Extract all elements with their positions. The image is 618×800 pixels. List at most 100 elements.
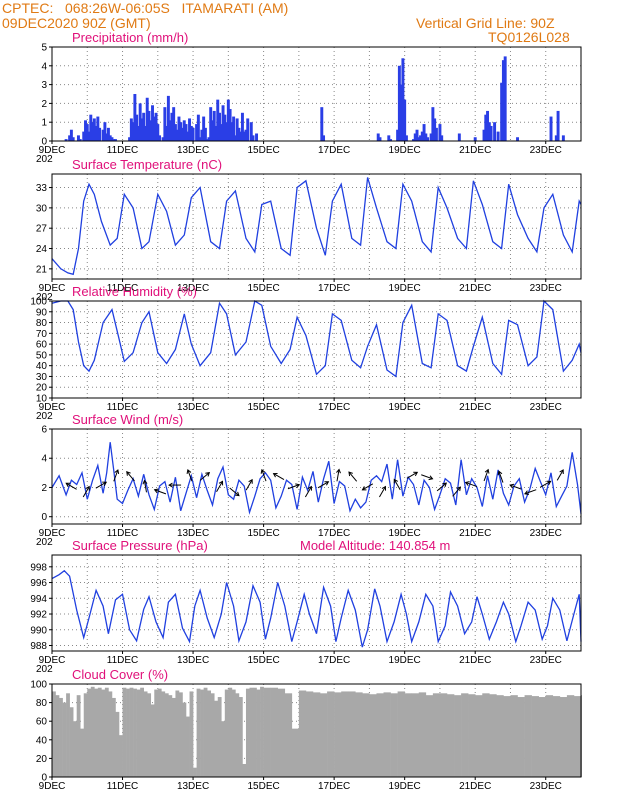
precip-bar <box>112 139 116 141</box>
precip-bar <box>482 129 486 141</box>
precip-bar <box>135 114 139 141</box>
wind-arrow <box>317 481 330 489</box>
cloud-bar <box>52 691 56 777</box>
wind-arrow <box>524 489 537 496</box>
panel-title-rh: Relative Humidity (%) <box>72 284 197 299</box>
x-tick-label: 15DEC <box>247 145 279 156</box>
cloud-bar <box>482 693 490 777</box>
precip-bar <box>235 118 239 141</box>
precip-bar <box>78 139 82 141</box>
precip-bar <box>228 109 232 141</box>
cloud-bar <box>108 691 113 777</box>
precip-bar <box>240 112 244 141</box>
cloud-bar <box>224 689 229 777</box>
x-tick-label: 19DEC <box>389 528 421 539</box>
cloud-bar <box>90 686 95 777</box>
precip-bar <box>221 105 225 141</box>
precip-bar <box>94 125 98 141</box>
series-line-rh <box>51 299 582 378</box>
precip-bar <box>387 135 391 141</box>
precip-bar <box>114 139 117 141</box>
y-tick-label: 6 <box>41 425 47 436</box>
wind-arrow <box>65 482 77 490</box>
x-tick-label: 15DEC <box>247 283 279 294</box>
precip-bar <box>129 118 133 141</box>
precip-bar <box>85 124 89 141</box>
cloud-bar <box>228 687 233 777</box>
cloud-bar <box>66 693 70 777</box>
y-tick-label: 33 <box>36 183 48 194</box>
precip-bar <box>376 133 380 141</box>
x-tick-label: 23DEC <box>530 528 562 539</box>
wind-arrow <box>509 483 522 490</box>
cloud-bar <box>425 695 434 777</box>
plot-area-pres <box>52 555 581 651</box>
precip-bar <box>255 133 259 141</box>
precip-bar <box>401 58 405 141</box>
y-tick-label: 80 <box>36 698 48 709</box>
precip-bar <box>244 129 248 141</box>
panel-subtitle-pres: Model Altitude: 140.854 m <box>300 538 450 553</box>
precip-bar <box>147 110 151 141</box>
precip-bar <box>219 124 223 141</box>
precip-bar <box>154 112 158 141</box>
precip-bar <box>501 60 505 141</box>
wind-arrow <box>556 469 564 481</box>
precip-bar <box>396 129 400 141</box>
precip-bar <box>186 131 190 141</box>
precip-bar <box>424 133 428 141</box>
x-tick-label: 9DEC <box>39 528 66 539</box>
precip-bar <box>397 65 401 141</box>
cloud-bar <box>182 702 187 777</box>
cloud-bar <box>320 693 328 777</box>
x-tick-label: 23DEC <box>530 655 562 666</box>
precip-bar <box>516 137 519 141</box>
cloud-bar <box>263 687 271 777</box>
wind-arrow <box>287 483 301 490</box>
precip-bar <box>420 131 424 141</box>
wind-arrow <box>497 470 504 483</box>
precip-bar <box>399 84 403 141</box>
cloud-bar <box>207 690 211 777</box>
y-tick-label: 2 <box>41 99 47 110</box>
precip-bar <box>210 120 214 141</box>
x-tick-label: 13DEC <box>177 655 209 666</box>
panel-wind: Surface Wind (m/s) 0 2 4 6 9DEC 11DEC 13DEC 15DE… <box>36 412 582 548</box>
x-tick-label: 21DEC <box>459 528 491 539</box>
precip-bar <box>496 131 500 141</box>
wind-arrow <box>393 478 401 491</box>
precip-bar <box>403 99 407 141</box>
precip-bar <box>433 118 437 141</box>
precip-bar <box>151 105 154 141</box>
cloud-bar <box>217 697 222 777</box>
x-tick-label: 11DEC <box>107 781 139 792</box>
precip-bar <box>237 127 241 141</box>
x-year-fragment: 202 <box>36 154 53 165</box>
x-tick-label: 21DEC <box>459 781 491 792</box>
x-tick-label: 17DEC <box>318 402 350 413</box>
cloud-bar <box>157 688 162 777</box>
precip-bar <box>486 110 490 141</box>
x-tick-label: 21DEC <box>459 655 491 666</box>
precip-bar <box>181 127 184 141</box>
cloud-bar <box>62 702 67 777</box>
cloud-bar <box>76 695 81 777</box>
cloud-bar <box>390 693 398 777</box>
cloud-bar <box>573 696 582 777</box>
wind-arrow <box>361 483 374 491</box>
cloud-bar <box>104 687 109 777</box>
cloud-bar <box>552 696 561 777</box>
precip-bar <box>225 122 229 141</box>
cloud-bar <box>369 694 377 777</box>
cloud-bar <box>140 687 144 777</box>
precip-bar <box>378 137 382 141</box>
x-tick-label: 19DEC <box>389 655 421 666</box>
precip-bar <box>440 135 444 141</box>
y-tick-label: 990 <box>30 625 47 636</box>
precip-bar <box>549 116 553 141</box>
precip-bar <box>145 97 149 141</box>
cloud-bar <box>203 687 208 777</box>
cloud-bar <box>496 695 504 777</box>
cloud-bar <box>161 691 166 777</box>
cloud-bar <box>334 692 342 777</box>
